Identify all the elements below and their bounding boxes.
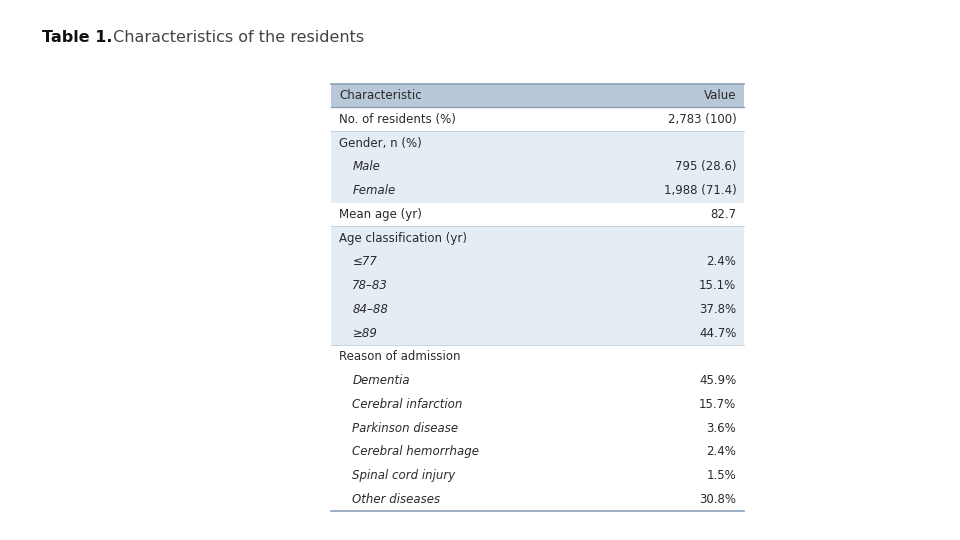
Text: Gender, n (%): Gender, n (%) <box>339 137 421 150</box>
Text: 2.4%: 2.4% <box>707 255 736 268</box>
Text: Characteristics of the residents: Characteristics of the residents <box>108 30 364 45</box>
Text: ≤77: ≤77 <box>352 255 377 268</box>
Text: 37.8%: 37.8% <box>699 303 736 316</box>
Text: 1.5%: 1.5% <box>707 469 736 482</box>
Text: 2,783 (100): 2,783 (100) <box>667 113 736 126</box>
Text: 15.1%: 15.1% <box>699 279 736 292</box>
Text: Male: Male <box>352 160 380 173</box>
Text: Spinal cord injury: Spinal cord injury <box>352 469 456 482</box>
Text: Mean age (yr): Mean age (yr) <box>339 208 421 221</box>
Text: ≥89: ≥89 <box>352 327 377 340</box>
Text: 30.8%: 30.8% <box>699 493 736 506</box>
Text: No. of residents (%): No. of residents (%) <box>339 113 456 126</box>
Text: 44.7%: 44.7% <box>699 327 736 340</box>
Text: 78–83: 78–83 <box>352 279 388 292</box>
Text: 1,988 (71.4): 1,988 (71.4) <box>663 184 736 197</box>
Text: 82.7: 82.7 <box>710 208 736 221</box>
Text: 2.4%: 2.4% <box>707 446 736 458</box>
Text: Parkinson disease: Parkinson disease <box>352 422 459 435</box>
Text: 15.7%: 15.7% <box>699 398 736 411</box>
Text: 795 (28.6): 795 (28.6) <box>675 160 736 173</box>
Text: International Neurourology Journal 2013;17:186–190: International Neurourology Journal 2013;… <box>12 121 21 419</box>
Text: Age classification (yr): Age classification (yr) <box>339 232 467 245</box>
Text: Characteristic: Characteristic <box>339 89 421 102</box>
Text: Female: Female <box>352 184 396 197</box>
Text: 3.6%: 3.6% <box>707 422 736 435</box>
Text: Cerebral infarction: Cerebral infarction <box>352 398 463 411</box>
Text: Table 1.: Table 1. <box>42 30 112 45</box>
Text: Dementia: Dementia <box>352 374 410 387</box>
Text: Value: Value <box>704 89 736 102</box>
Text: Cerebral hemorrhage: Cerebral hemorrhage <box>352 446 479 458</box>
Text: Reason of admission: Reason of admission <box>339 350 461 363</box>
Text: Other diseases: Other diseases <box>352 493 441 506</box>
Text: 45.9%: 45.9% <box>699 374 736 387</box>
Text: 84–88: 84–88 <box>352 303 388 316</box>
